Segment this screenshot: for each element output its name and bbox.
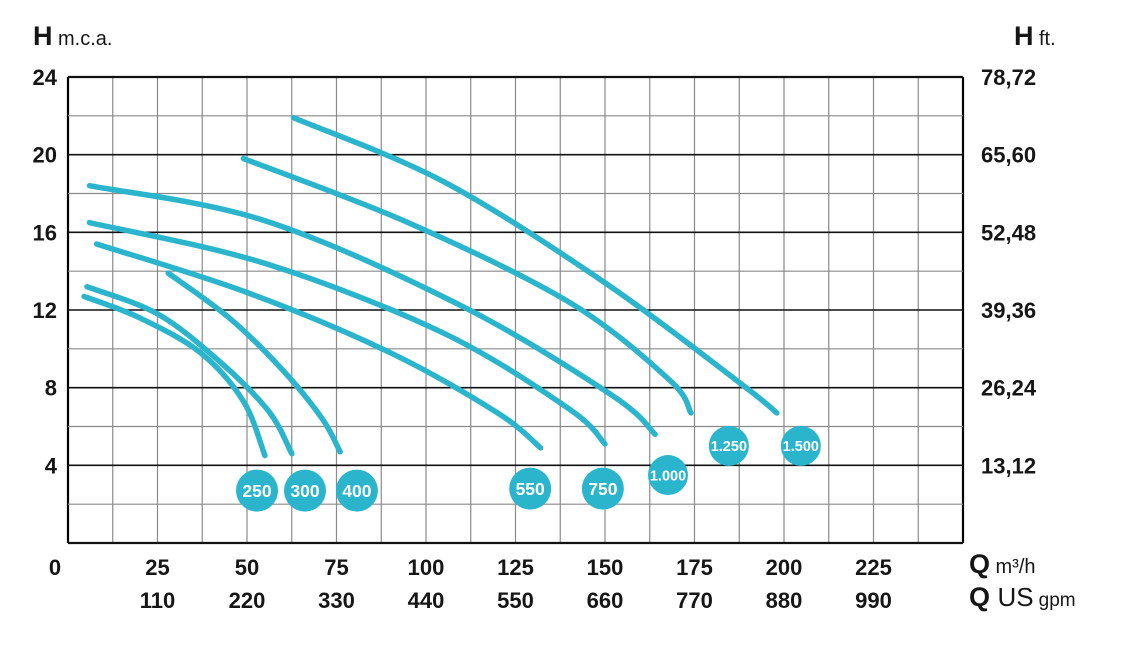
y-tick-left-16: 16 <box>33 220 57 245</box>
x-tick-m3h-75: 75 <box>324 555 348 580</box>
pump-curve-250 <box>81 293 268 459</box>
x-tick-usgpm-550: 550 <box>497 588 534 613</box>
x-axis-usgpm-subunit: gpm <box>1038 590 1076 611</box>
x-tick-usgpm-110: 110 <box>140 588 176 613</box>
pump-badge-550 <box>509 467 552 510</box>
pump-curve-750 <box>86 219 608 447</box>
y-tick-left-4: 4 <box>45 453 58 478</box>
x-tick-usgpm-990: 990 <box>855 588 892 613</box>
x-tick-m3h-25: 25 <box>145 555 169 580</box>
y-tick-left-24: 24 <box>33 65 58 90</box>
pump-badge-label-1.500: 1.500 <box>783 439 819 455</box>
x-axis-usgpm-unit: US <box>997 582 1034 612</box>
pump-badge-1.500 <box>780 425 821 466</box>
pump-badge-300 <box>283 469 326 512</box>
y-tick-left-12: 12 <box>33 298 57 323</box>
pump-badge-750 <box>581 467 624 510</box>
pump-curve-400 <box>165 270 343 455</box>
x-tick-m3h-50: 50 <box>235 555 259 580</box>
pump-badge-label-1.250: 1.250 <box>711 439 747 455</box>
pump-badge-1.250 <box>708 425 749 466</box>
x-tick-m3h-150: 150 <box>587 555 624 580</box>
y-tick-left-8: 8 <box>45 376 57 401</box>
y-tick-right-13,12: 13,12 <box>981 453 1036 478</box>
pump-badge-label-300: 300 <box>290 481 319 501</box>
x-tick-usgpm-660: 660 <box>587 588 624 613</box>
x-tick-m3h-225: 225 <box>855 555 892 580</box>
pump-badge-label-1.000: 1.000 <box>650 468 686 484</box>
y-axis-left-symbol: H <box>33 21 53 51</box>
x-tick-usgpm-440: 440 <box>408 588 445 613</box>
x-tick-m3h-175: 175 <box>676 555 713 580</box>
x-tick-usgpm-330: 330 <box>318 588 355 613</box>
pump-curve-1.500 <box>290 115 780 416</box>
x-tick-usgpm-880: 880 <box>766 588 803 613</box>
x-tick-m3h-0: 0 <box>49 555 61 580</box>
y-axis-right-symbol: H <box>1014 21 1034 51</box>
x-tick-m3h-100: 100 <box>408 555 445 580</box>
y-tick-right-65,60: 65,60 <box>981 143 1036 168</box>
x-tick-usgpm-770: 770 <box>676 588 713 613</box>
pump-badge-400 <box>335 469 378 512</box>
pump-badge-250 <box>236 469 279 512</box>
y-tick-right-26,24: 26,24 <box>981 376 1037 401</box>
x-tick-m3h-200: 200 <box>766 555 803 580</box>
y-tick-right-52,48: 52,48 <box>981 220 1036 245</box>
y-tick-right-39,36: 39,36 <box>981 298 1036 323</box>
x-tick-m3h-125: 125 <box>497 555 534 580</box>
pump-badge-label-250: 250 <box>242 481 271 501</box>
y-axis-left-unit: m.c.a. <box>58 28 113 50</box>
pump-curve-550 <box>93 241 544 451</box>
x-axis-m3h-symbol: Q <box>969 549 991 579</box>
pump-badge-label-750: 750 <box>588 479 617 499</box>
y-tick-left-20: 20 <box>33 143 57 168</box>
pump-curve-300 <box>84 283 295 457</box>
x-axis-m3h-unit: m³/h <box>995 556 1036 578</box>
pump-badge-label-400: 400 <box>342 481 371 501</box>
y-tick-right-78,72: 78,72 <box>981 65 1036 90</box>
pump-curve-1.250 <box>240 155 694 416</box>
pump-curve-1.000 <box>86 182 658 438</box>
y-axis-right-unit: ft. <box>1039 28 1056 50</box>
x-tick-usgpm-220: 220 <box>229 588 266 613</box>
pump-badge-label-550: 550 <box>516 479 545 499</box>
x-axis-usgpm-symbol: Q <box>969 582 991 612</box>
pump-badge-1.000 <box>648 455 689 496</box>
x-axis-title-usgpm: Q US gpm <box>969 584 1076 611</box>
